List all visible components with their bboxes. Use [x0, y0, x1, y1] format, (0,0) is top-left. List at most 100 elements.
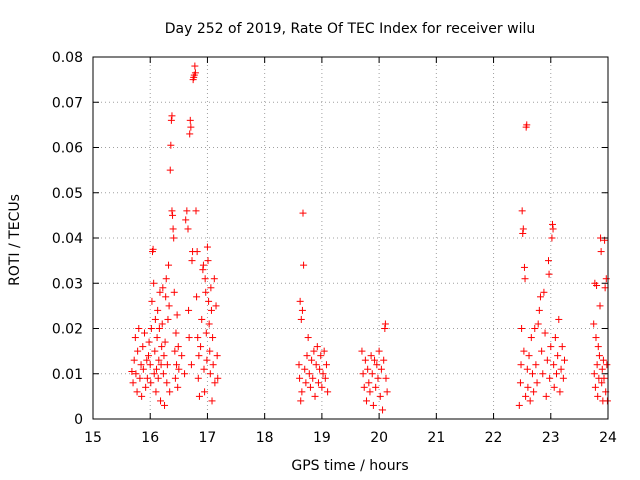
data-point: [594, 392, 602, 400]
data-point: [194, 334, 202, 342]
data-point: [317, 352, 325, 360]
data-point: [515, 401, 523, 409]
data-point: [187, 123, 195, 131]
data-point: [358, 347, 366, 355]
data-point: [157, 361, 165, 369]
data-point: [147, 379, 155, 387]
data-point: [201, 388, 209, 396]
data-point: [165, 261, 173, 269]
data-point: [200, 365, 208, 373]
data-point: [371, 356, 379, 364]
data-point: [520, 347, 528, 355]
data-point: [199, 261, 207, 269]
data-point: [310, 347, 318, 355]
data-point: [546, 374, 554, 382]
data-point: [160, 352, 168, 360]
data-point: [143, 356, 151, 364]
data-point: [188, 257, 196, 265]
data-point: [202, 329, 210, 337]
data-point: [318, 383, 326, 391]
data-point: [368, 370, 376, 378]
data-point: [313, 343, 321, 351]
y-tick-label: 0.07: [52, 95, 83, 111]
x-tick-label: 18: [256, 430, 274, 446]
data-point: [369, 401, 377, 409]
data-point: [540, 288, 548, 296]
y-tick-label: 0: [74, 412, 83, 428]
y-tick-label: 0.02: [52, 322, 83, 338]
data-point: [173, 311, 181, 319]
data-point: [212, 302, 220, 310]
data-point: [555, 315, 563, 323]
data-point: [207, 284, 215, 292]
data-point: [296, 297, 304, 305]
data-point: [209, 334, 217, 342]
data-point: [162, 293, 170, 301]
data-point: [592, 334, 600, 342]
data-point: [548, 220, 556, 228]
data-point: [203, 356, 211, 364]
data-point: [528, 370, 536, 378]
data-point: [171, 374, 179, 382]
data-point: [383, 388, 391, 396]
data-point: [174, 343, 182, 351]
data-point: [547, 343, 555, 351]
data-point: [158, 320, 166, 328]
data-point: [541, 329, 549, 337]
data-point: [360, 383, 368, 391]
data-point: [314, 379, 322, 387]
data-point: [198, 315, 206, 323]
data-point: [364, 365, 372, 373]
data-point: [603, 397, 611, 405]
data-point: [187, 361, 195, 369]
data-point: [150, 370, 158, 378]
data-point: [178, 352, 186, 360]
data-point: [167, 141, 175, 149]
data-point: [154, 374, 162, 382]
data-point: [145, 352, 153, 360]
data-point: [377, 365, 385, 373]
data-point: [163, 361, 171, 369]
data-point: [597, 248, 605, 256]
data-point: [152, 388, 160, 396]
data-point: [543, 356, 551, 364]
data-point: [561, 356, 569, 364]
data-point: [166, 388, 174, 396]
data-point: [191, 69, 199, 77]
data-point: [536, 293, 544, 301]
x-tick-label: 17: [199, 430, 217, 446]
data-point: [381, 320, 389, 328]
data-point: [359, 370, 367, 378]
data-point: [211, 379, 219, 387]
ticks-layer: [92, 56, 609, 420]
data-point: [136, 374, 144, 382]
data-point: [192, 207, 200, 215]
data-point: [213, 352, 221, 360]
data-point: [191, 62, 199, 70]
data-point: [522, 392, 530, 400]
data-point: [158, 343, 166, 351]
data-point: [320, 347, 328, 355]
data-point: [302, 379, 310, 387]
chart-title: Day 252 of 2019, Rate Of TEC Index for r…: [165, 21, 535, 37]
data-point: [309, 374, 317, 382]
data-point: [205, 297, 213, 305]
data-point: [132, 370, 140, 378]
data-point: [520, 263, 528, 271]
data-point: [306, 383, 314, 391]
data-point: [516, 379, 524, 387]
data-point: [186, 130, 194, 138]
data-point: [367, 352, 375, 360]
data-point: [305, 370, 313, 378]
data-point: [312, 361, 320, 369]
data-point: [375, 347, 383, 355]
data-point: [205, 320, 213, 328]
data-point: [149, 245, 157, 253]
data-point: [303, 352, 311, 360]
data-point: [526, 397, 534, 405]
data-point: [201, 275, 209, 283]
y-tick-label: 0.06: [52, 141, 83, 157]
data-point: [519, 229, 527, 237]
data-point: [296, 374, 304, 382]
